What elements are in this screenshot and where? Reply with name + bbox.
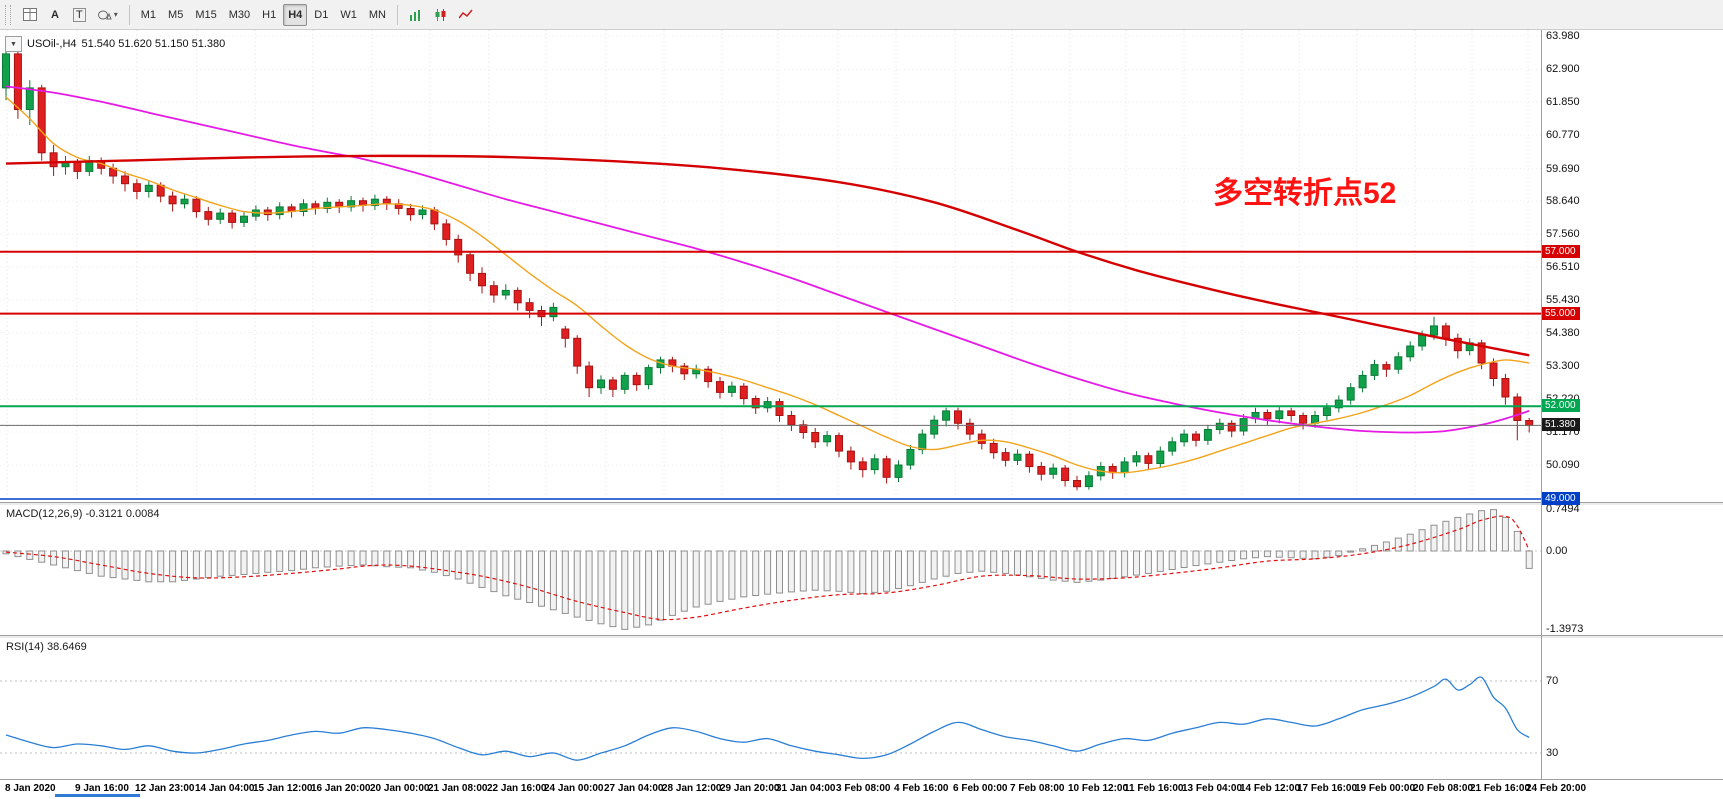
line-chart-button[interactable] [454, 4, 478, 26]
time-axis-label: 6 Feb 00:00 [953, 783, 1008, 794]
toolbar: A T ▾ M1 M5 M15 M30 H1 H4 D1 W1 MN [0, 0, 1723, 30]
rsi-panel-canvas[interactable] [0, 638, 1541, 779]
symbol-row: ▼ USOil-,H4 51.540 51.620 51.150 51.380 [5, 36, 225, 52]
price-axis-label: 50.090 [1546, 459, 1580, 472]
price-axis-label: 53.300 [1546, 360, 1580, 373]
bar-chart-icon [409, 9, 420, 21]
price-tag-52.000: 52.000 [1542, 399, 1580, 413]
ohlc-values: 51.540 51.620 51.150 51.380 [81, 38, 226, 50]
timeframe-button-W1[interactable]: W1 [335, 4, 362, 26]
timeframe-button-MN[interactable]: MN [364, 4, 391, 26]
time-axis-label: 21 Feb 16:00 [1470, 783, 1531, 794]
price-axis-label: 61.850 [1546, 95, 1580, 108]
time-axis-label: 20 Jan 00:00 [370, 783, 430, 794]
toolbar-grip[interactable] [5, 4, 11, 25]
rsi-axis-label: 70 [1546, 675, 1559, 687]
timeframe-button-M5[interactable]: M5 [163, 4, 188, 26]
price-axis-label: 59.690 [1546, 162, 1580, 175]
time-axis-label: 8 Jan 2020 [5, 783, 56, 794]
price-axis-label: 54.380 [1546, 326, 1580, 339]
timeframe-group: M1 M5 M15 M30 H1 H4 D1 W1 MN [135, 3, 392, 26]
time-axis-label: 7 Feb 08:00 [1010, 783, 1065, 794]
price-axis-label: 63.980 [1546, 30, 1580, 42]
time-axis-label: 17 Feb 16:00 [1297, 783, 1358, 794]
time-axis-label: 20 Feb 08:00 [1413, 783, 1474, 794]
timeframe-button-M30[interactable]: M30 [224, 4, 255, 26]
text-tool-glyph: T [73, 7, 86, 22]
chart-window-icon[interactable] [18, 4, 42, 26]
macd-axis-label: -1.3973 [1546, 623, 1584, 636]
rsi-axis-label: 30 [1546, 747, 1559, 759]
time-axis-label: 11 Feb 16:00 [1124, 783, 1184, 794]
time-axis-label: 21 Jan 08:00 [428, 783, 488, 794]
price-tag-55.000: 55.000 [1542, 306, 1580, 320]
price-axis-label: 57.560 [1546, 228, 1580, 241]
price-axis-label: 58.640 [1546, 195, 1580, 208]
chart-annotation-text: 多空转折点52 [1213, 177, 1397, 210]
rsi-label: RSI(14) 38.6469 [6, 641, 87, 653]
text-tool-button[interactable]: T [68, 4, 91, 26]
toolbar-separator [128, 4, 130, 25]
time-axis-label: 15 Jan 12:00 [253, 783, 313, 794]
timeframe-button-H4[interactable]: H4 [283, 3, 308, 26]
panel-splitter[interactable] [0, 502, 1723, 505]
hscrollbar-thumb[interactable] [55, 794, 140, 797]
time-axis-label: 22 Jan 16:00 [487, 783, 547, 794]
timeframe-button-M1[interactable]: M1 [136, 4, 161, 26]
time-scale[interactable]: 8 Jan 2020 9 Jan 16:00 12 Jan 23:00 14 Jan … [0, 779, 1723, 799]
macd-axis-label: 0.00 [1546, 545, 1568, 557]
price-axis-label: 56.510 [1546, 260, 1580, 273]
time-axis-label: 4 Feb 16:00 [894, 783, 949, 794]
timeframe-button-D1[interactable]: D1 [309, 4, 333, 26]
bid-price-tag: 51.380 [1542, 418, 1580, 432]
candlestick-icon [435, 8, 446, 21]
toolbar-separator [396, 4, 398, 25]
line-chart-icon [458, 9, 473, 18]
shapes-tool-button[interactable]: ▾ [93, 4, 123, 26]
panel-splitter[interactable] [0, 635, 1723, 638]
candlestick-chart-button[interactable] [429, 4, 452, 26]
price-axis-label: 51.170 [1546, 425, 1580, 438]
price-tag-57.000: 57.000 [1542, 244, 1580, 258]
macd-panel-canvas[interactable] [0, 505, 1541, 635]
time-axis-label: 31 Jan 04:00 [776, 783, 836, 794]
shapes-icon [97, 10, 112, 19]
chevron-down-icon: ▾ [113, 10, 118, 19]
time-axis-label: 16 Jan 20:00 [311, 783, 371, 794]
price-axis-label: 55.430 [1546, 294, 1580, 307]
time-axis-label: 28 Jan 12:00 [662, 783, 722, 794]
price-tag-49.000: 49.000 [1542, 492, 1580, 505]
time-axis-label: 19 Feb 00:00 [1355, 783, 1416, 794]
time-axis-label: 9 Jan 16:00 [75, 783, 129, 794]
macd-name: MACD(12,26,9) [6, 508, 83, 520]
one-click-trading-toggle[interactable]: ▼ [5, 36, 22, 52]
grid-icon [23, 8, 37, 21]
main-chart-canvas[interactable] [0, 30, 1541, 502]
time-axis-label: 14 Jan 04:00 [195, 783, 255, 794]
text-label-tool-button[interactable]: A [44, 4, 66, 26]
macd-values: -0.3121 0.0084 [85, 508, 160, 520]
macd-axis-label: 0.7494 [1546, 503, 1580, 516]
time-axis-label: 14 Feb 12:00 [1240, 783, 1301, 794]
time-axis-label: 24 Feb 20:00 [1526, 783, 1587, 794]
time-axis-label: 13 Feb 04:00 [1182, 783, 1243, 794]
price-axis-label: 62.900 [1546, 63, 1580, 76]
time-axis-label: 12 Jan 23:00 [135, 783, 195, 794]
time-axis-label: 29 Jan 20:00 [720, 783, 780, 794]
rsi-name: RSI(14) [6, 641, 44, 653]
time-axis-label: 3 Feb 08:00 [836, 783, 891, 794]
timeframe-button-H1[interactable]: H1 [257, 4, 281, 26]
macd-label: MACD(12,26,9) -0.3121 0.0084 [6, 508, 160, 520]
price-scale-border [1541, 30, 1542, 798]
time-axis-label: 27 Jan 04:00 [604, 783, 664, 794]
timeframe-button-M15[interactable]: M15 [190, 4, 221, 26]
rsi-value: 38.6469 [46, 641, 87, 653]
symbol-period-label: USOil-,H4 [27, 38, 77, 50]
time-axis-label: 24 Jan 00:00 [544, 783, 604, 794]
price-axis-label: 60.770 [1546, 129, 1580, 142]
time-axis-label: 10 Feb 12:00 [1068, 783, 1129, 794]
bar-chart-button[interactable] [404, 4, 427, 26]
